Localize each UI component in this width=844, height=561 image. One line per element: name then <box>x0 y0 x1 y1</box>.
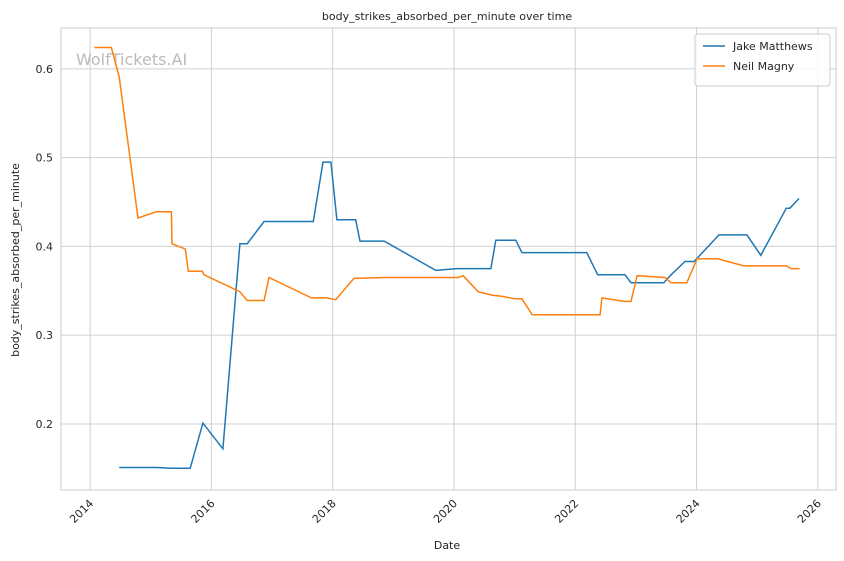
plot-frame <box>60 27 837 491</box>
legend: Jake Matthews Neil Magny <box>694 33 831 87</box>
x-tick-label: 2022 <box>552 497 581 526</box>
legend-box <box>694 33 831 87</box>
x-tick-label: 2020 <box>431 497 460 526</box>
y-tick-label: 0.6 <box>36 63 54 76</box>
chart-title: body_strikes_absorbed_per_minute over ti… <box>322 10 572 23</box>
y-tick-label: 0.2 <box>36 418 54 431</box>
x-tick-label: 2018 <box>310 497 339 526</box>
legend-label: Jake Matthews <box>732 40 813 53</box>
y-tick-label: 0.4 <box>36 240 54 253</box>
x-tick-label: 2026 <box>795 497 824 526</box>
x-tick-label: 2016 <box>189 497 218 526</box>
series-line <box>119 161 800 470</box>
legend-label: Neil Magny <box>733 60 795 73</box>
watermark: WolfTickets.AI <box>76 50 187 69</box>
y-tick-label: 0.5 <box>36 152 54 165</box>
x-axis-label: Date <box>434 539 461 552</box>
series-line <box>94 46 800 316</box>
x-tick-label: 2024 <box>674 497 703 526</box>
x-tick-label: 2014 <box>67 497 96 526</box>
y-axis-label: body_strikes_absorbed_per_minute <box>9 163 22 357</box>
y-tick-label: 0.3 <box>36 329 54 342</box>
